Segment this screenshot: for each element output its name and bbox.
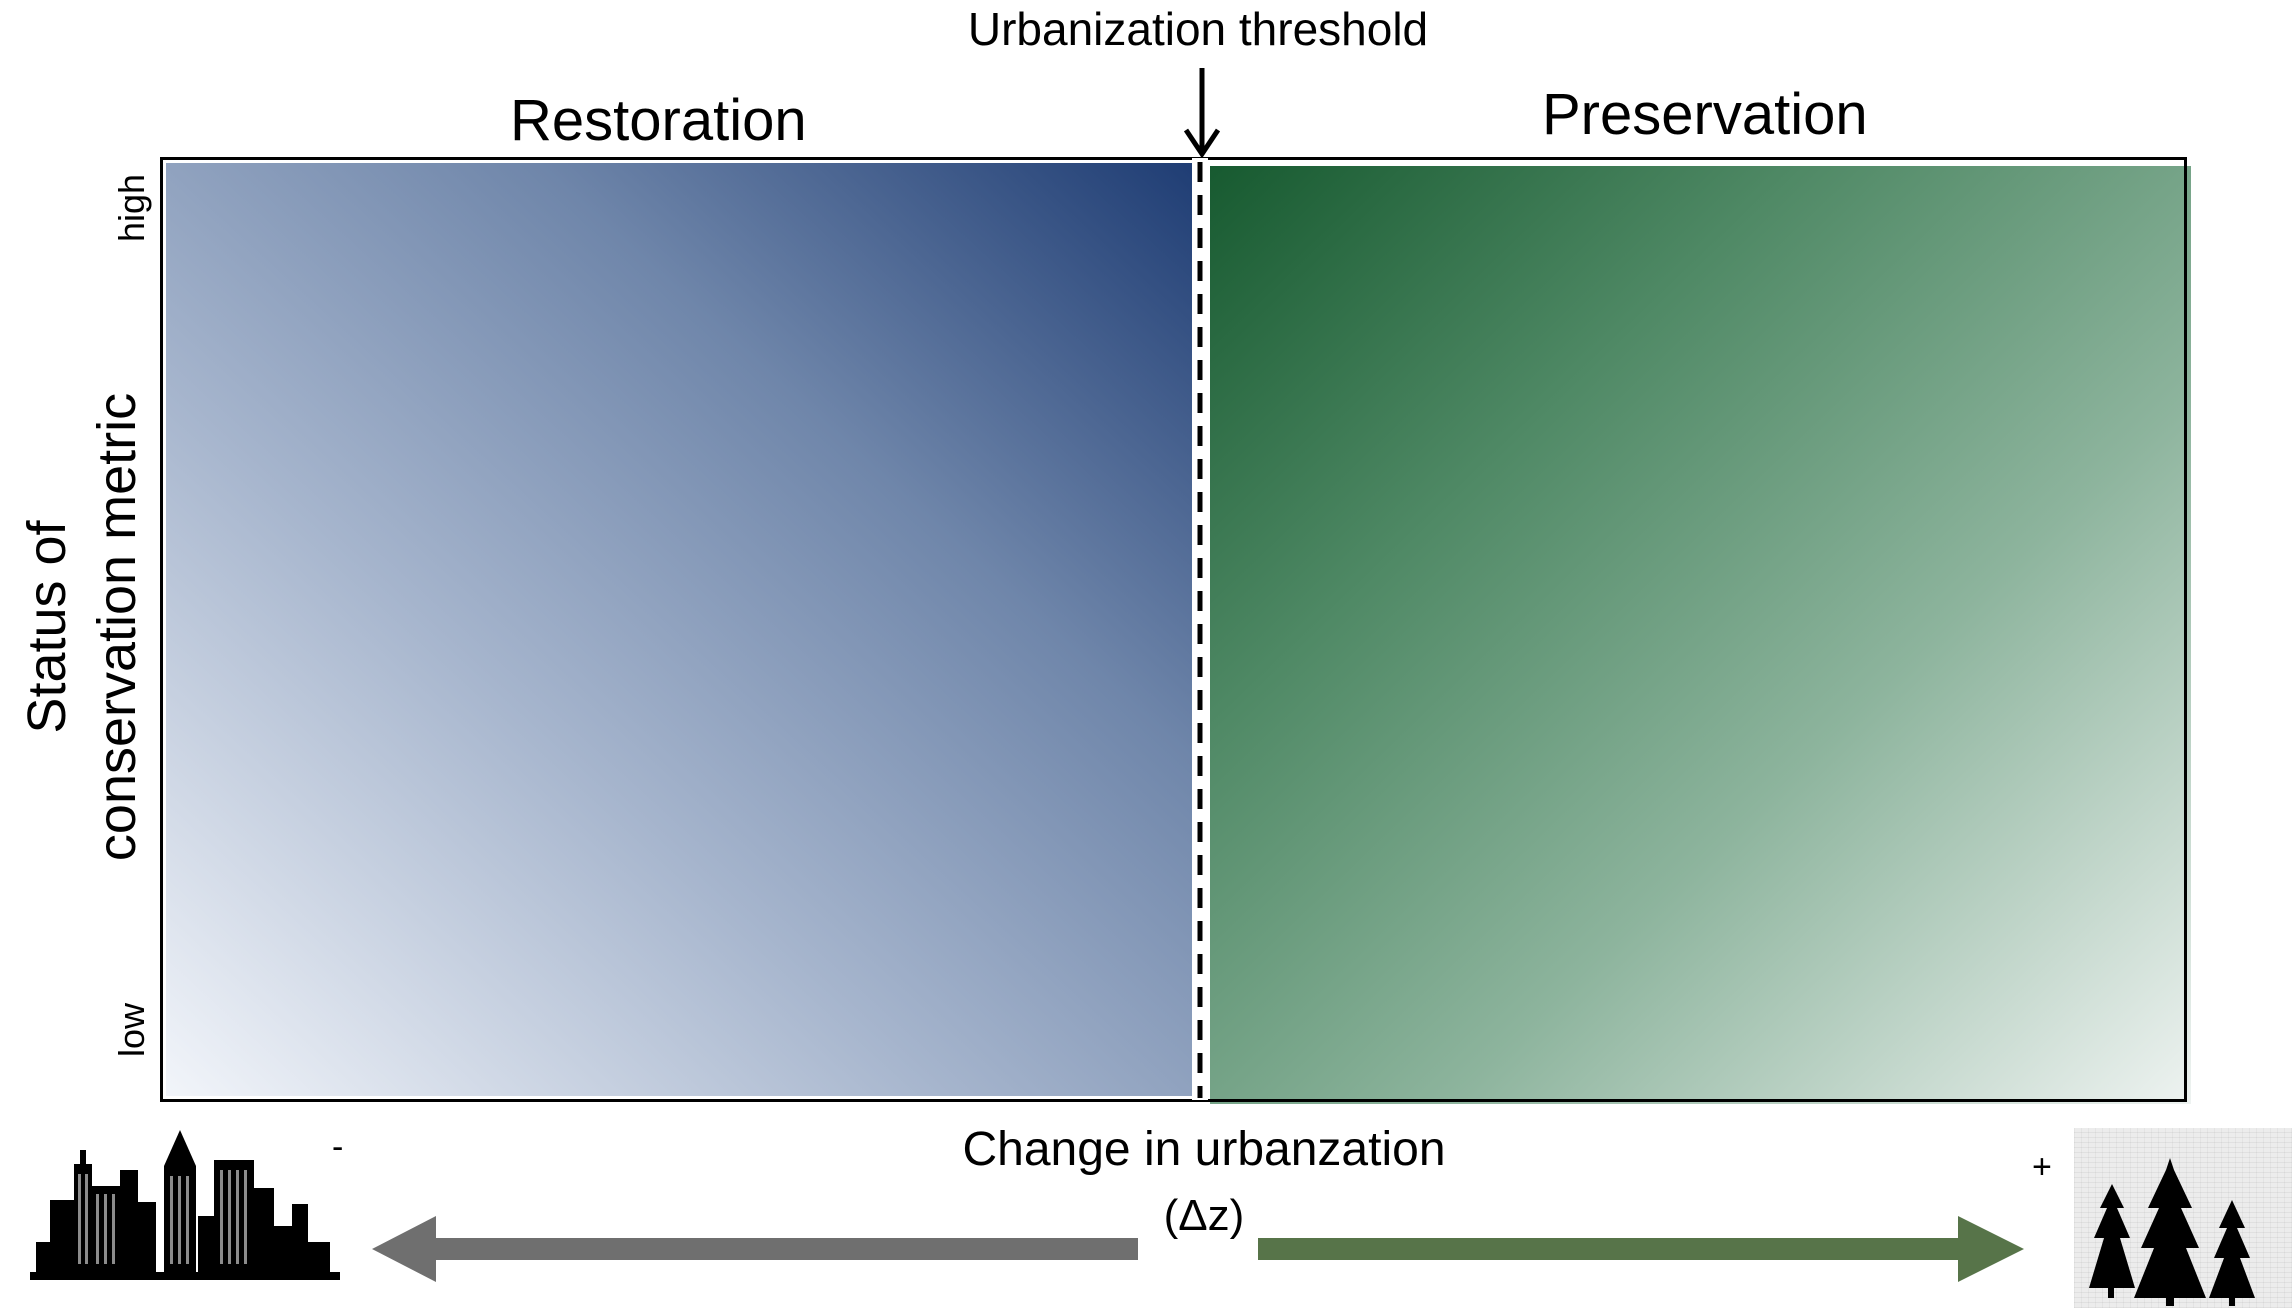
trees-image bbox=[2074, 1128, 2292, 1308]
x-axis-title: Change in urbanzation bbox=[962, 1123, 1446, 1176]
restoration-panel bbox=[166, 163, 1193, 1096]
y-tick-low-label: low bbox=[111, 1002, 152, 1058]
plus-sign: + bbox=[2032, 1148, 2052, 1186]
threshold-line bbox=[1192, 158, 1208, 1100]
threshold-label: Urbanization threshold bbox=[967, 3, 1429, 55]
left-arrow bbox=[372, 1216, 1138, 1282]
y-tick-high-label: high bbox=[111, 173, 152, 243]
city-skyline-icon bbox=[30, 1130, 340, 1280]
preservation-label: Preservation bbox=[1542, 82, 1868, 147]
restoration-label: Restoration bbox=[510, 88, 807, 153]
arrow-down-icon bbox=[1183, 68, 1221, 159]
y-axis-title-line1: Status of bbox=[16, 520, 77, 734]
preservation-panel bbox=[1210, 166, 2191, 1104]
minus-sign: - bbox=[332, 1128, 344, 1166]
pine-trees-icon bbox=[2089, 1158, 2255, 1306]
diagram-frame bbox=[160, 157, 2187, 1102]
x-axis-subtitle: (Δz) bbox=[1163, 1191, 1245, 1240]
right-arrow bbox=[1258, 1216, 2024, 1282]
y-axis-title-line2: conservation metric bbox=[87, 392, 147, 862]
